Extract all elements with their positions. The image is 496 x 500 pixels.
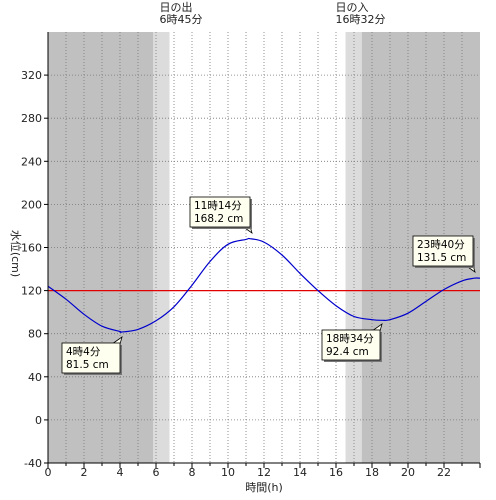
x-tick-label: 10 — [221, 466, 235, 479]
y-tick-label: 160 — [21, 242, 42, 255]
y-tick-label: 40 — [28, 371, 42, 384]
x-tick-label: 16 — [329, 466, 343, 479]
y-tick-label: 80 — [28, 328, 42, 341]
x-tick-label: 0 — [45, 466, 52, 479]
y-tick-label: 280 — [21, 112, 42, 125]
callout-value: 92.4 cm — [326, 346, 369, 358]
y-tick-label: 120 — [21, 285, 42, 298]
sunrise-label: 日の出 — [160, 0, 193, 14]
y-tick-label: 320 — [21, 69, 42, 82]
x-tick-label: 14 — [293, 466, 307, 479]
y-tick-label: 200 — [21, 198, 42, 211]
x-tick-label: 22 — [437, 466, 451, 479]
sunrise-time: 6時45分 — [160, 13, 203, 26]
y-tick-label: -40 — [24, 457, 42, 470]
callout-value: 168.2 cm — [194, 213, 243, 225]
callout-time: 4時4分 — [66, 346, 101, 358]
sunset-label: 日の入 — [336, 1, 369, 14]
x-axis-label: 時間(h) — [245, 481, 283, 494]
x-tick-label: 6 — [153, 466, 160, 479]
series-line-0 — [47, 237, 481, 333]
x-tick-label: 2 — [81, 466, 88, 479]
twilight-band-morning — [153, 32, 170, 463]
series-layer — [47, 237, 481, 333]
callout-box — [321, 329, 381, 361]
chart-grid-layer — [48, 32, 480, 463]
callout-time: 23時40分 — [417, 239, 465, 251]
x-tick-label: 4 — [117, 466, 124, 479]
callout-value: 131.5 cm — [417, 252, 466, 264]
y-tick-label: 240 — [21, 155, 42, 168]
x-tick-label: 8 — [189, 466, 196, 479]
callout-box — [61, 342, 121, 374]
x-tick-label: 20 — [401, 466, 415, 479]
callout-value: 81.5 cm — [66, 359, 109, 371]
callout-time: 18時34分 — [326, 333, 374, 345]
callout-time: 11時14分 — [194, 200, 242, 212]
x-tick-label: 12 — [257, 466, 271, 479]
y-axis-label: 水位(cm) — [9, 230, 23, 277]
sunset-time: 16時32分 — [336, 13, 386, 26]
callout-box — [189, 196, 251, 228]
y-tick-label: 0 — [35, 414, 42, 427]
x-tick-label: 18 — [365, 466, 379, 479]
callout-box — [412, 235, 474, 267]
